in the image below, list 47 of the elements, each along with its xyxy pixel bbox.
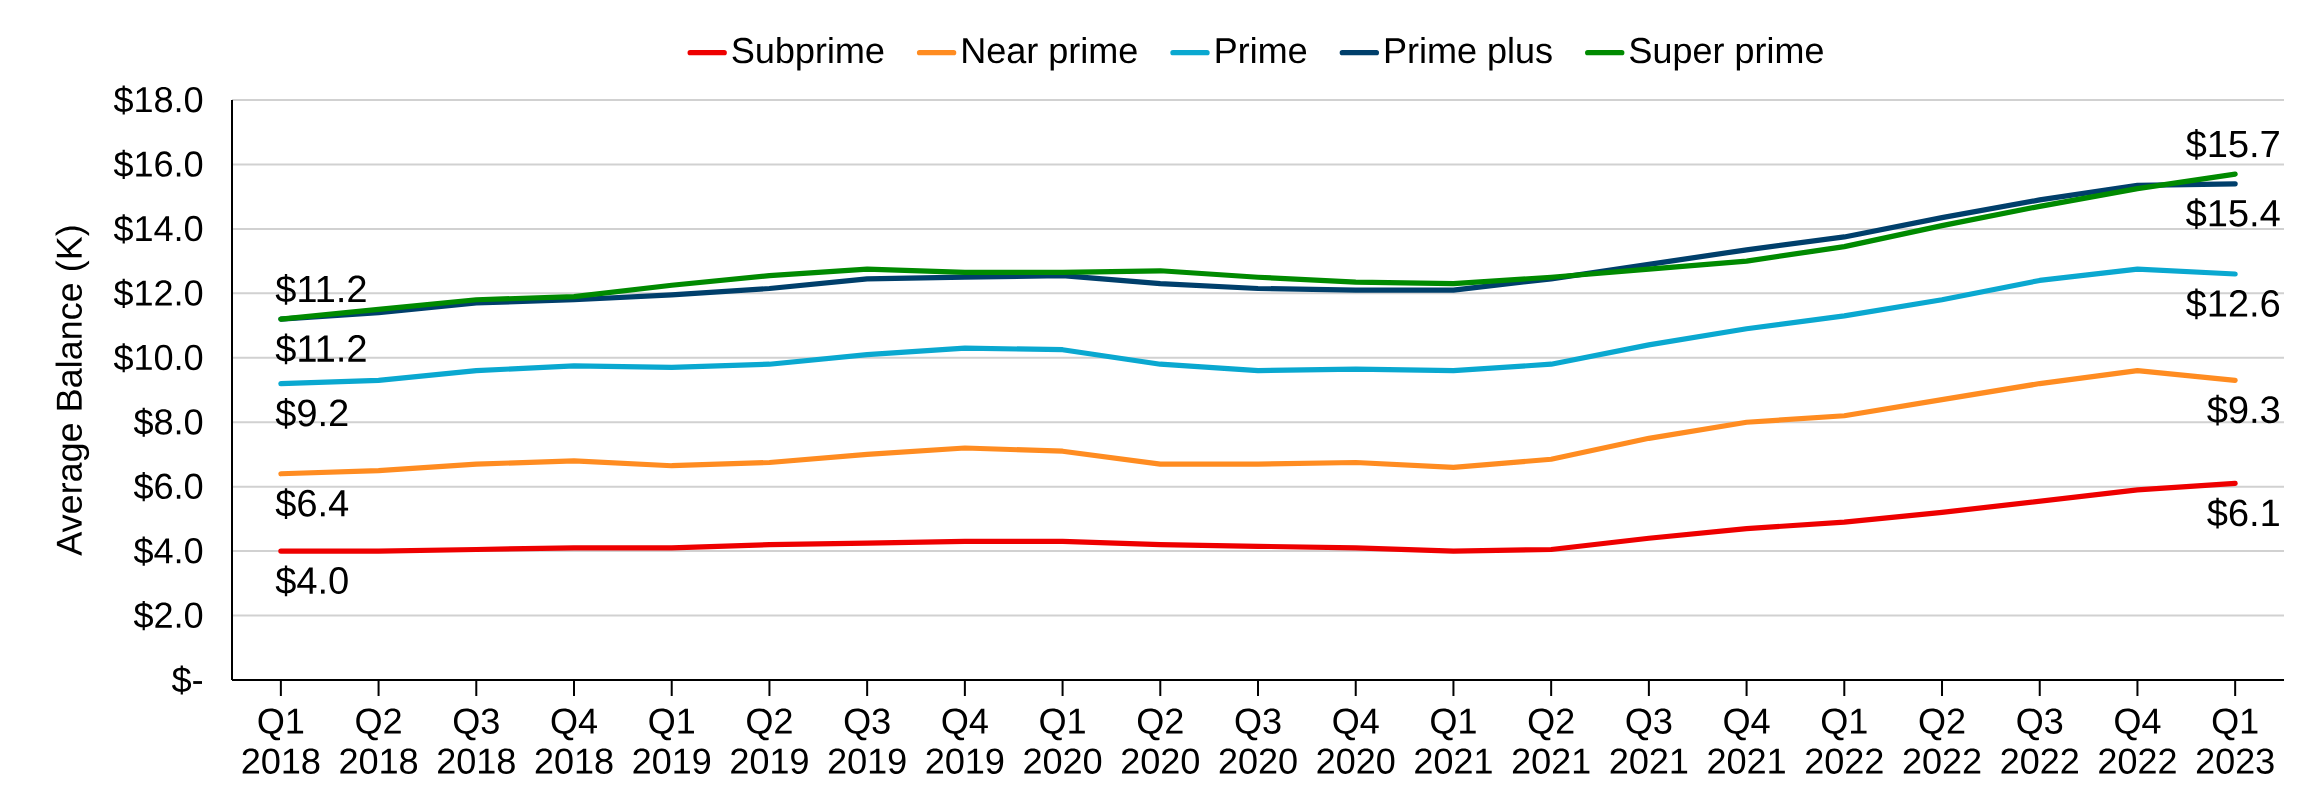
x-tick-label: Q1 2019 bbox=[633, 708, 711, 774]
x-tick-label: Q4 2020 bbox=[1317, 708, 1395, 774]
x-tick-label: Q3 2022 bbox=[2001, 708, 2078, 774]
data-label: $15.4 bbox=[2186, 198, 2280, 229]
x-tick-label: Q3 2018 bbox=[438, 708, 515, 774]
legend-label: Prime plus bbox=[1385, 36, 1552, 71]
y-tick-label: $12.0 bbox=[113, 278, 203, 308]
x-tick-label: Q4 2018 bbox=[535, 708, 613, 774]
data-label: $12.6 bbox=[2186, 288, 2280, 320]
data-label: $9.3 bbox=[2207, 394, 2280, 426]
x-tick-label: Q1 2021 bbox=[1415, 708, 1492, 774]
data-label: $9.2 bbox=[275, 397, 348, 429]
x-tick-label: Q4 2022 bbox=[2099, 708, 2176, 774]
x-tick-label: Q2 2021 bbox=[1512, 708, 1590, 774]
legend-label: Prime bbox=[1216, 36, 1307, 64]
x-tick-label: Q4 2021 bbox=[1708, 708, 1785, 774]
y-tick-label: $6.0 bbox=[133, 472, 203, 502]
y-tick-label: $- bbox=[171, 665, 202, 695]
y-tick-label: $10.0 bbox=[113, 343, 203, 373]
x-tick-label: Q1 2023 bbox=[2196, 708, 2274, 774]
legend-label: Subprime bbox=[732, 36, 884, 71]
data-label: $11.2 bbox=[275, 273, 366, 305]
y-axis-title: Average Balance (K) bbox=[55, 226, 90, 556]
data-label: $4.0 bbox=[275, 565, 348, 597]
y-tick-label: $16.0 bbox=[113, 149, 203, 180]
x-tick-label: Q3 2021 bbox=[1610, 708, 1688, 774]
x-tick-label: Q1 2020 bbox=[1024, 708, 1102, 774]
data-label: $6.1 bbox=[2207, 497, 2279, 529]
y-tick-label: $4.0 bbox=[133, 536, 203, 566]
data-label: $6.4 bbox=[275, 488, 349, 519]
data-label: $15.7 bbox=[2186, 128, 2279, 160]
legend-label: Near prime bbox=[963, 36, 1137, 71]
data-label: $11.2 bbox=[275, 333, 366, 365]
y-tick-label: $18.0 bbox=[113, 85, 203, 115]
x-tick-label: Q2 2018 bbox=[340, 708, 418, 774]
y-tick-label: $8.0 bbox=[133, 407, 203, 437]
y-tick-label: $14.0 bbox=[113, 214, 203, 244]
y-tick-label: $2.0 bbox=[133, 600, 203, 631]
x-tick-label: Q2 2020 bbox=[1122, 708, 1199, 774]
x-tick-label: Q3 2019 bbox=[828, 708, 906, 774]
x-tick-label: Q4 2019 bbox=[926, 708, 1004, 774]
x-tick-label: Q2 2022 bbox=[1903, 708, 1981, 774]
x-tick-label: Q2 2019 bbox=[731, 708, 808, 774]
legend-label: Super prime bbox=[1630, 36, 1823, 71]
x-tick-label: Q1 2018 bbox=[242, 708, 320, 774]
x-tick-label: Q1 2022 bbox=[1806, 708, 1883, 774]
x-tick-label: Q3 2020 bbox=[1219, 708, 1297, 774]
